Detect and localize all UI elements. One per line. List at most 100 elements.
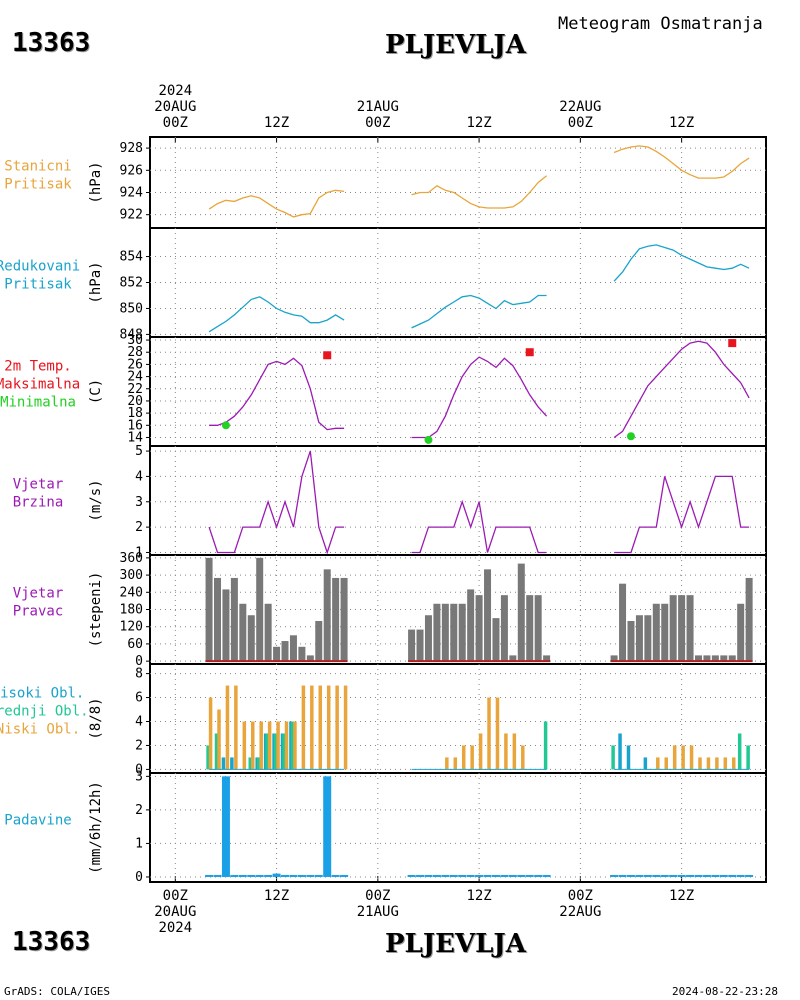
precip-bar <box>264 874 273 877</box>
direction-bar <box>289 635 297 662</box>
cloud-bar <box>746 745 750 770</box>
precip-bar <box>416 874 425 877</box>
precip-bar <box>660 874 669 877</box>
cloud-bar <box>445 757 449 770</box>
y-tick-label: 60 <box>127 637 143 652</box>
direction-bar <box>678 595 686 662</box>
panel-label: Vjetar <box>13 586 64 602</box>
time-tick-label: 12Z <box>466 888 491 904</box>
direction-bar <box>230 577 238 662</box>
precip-bar <box>508 874 517 877</box>
precip-bar <box>542 874 551 877</box>
y-tick-label: 4 <box>135 469 143 484</box>
direction-bar <box>703 655 711 662</box>
precip-bar <box>297 874 306 877</box>
series-line <box>411 499 547 554</box>
station-name-bottom: PLJEVLJA <box>385 929 526 959</box>
direction-bar <box>635 615 643 662</box>
direction-bar <box>728 655 736 662</box>
direction-bar <box>416 629 424 662</box>
y-tick-label: 0 <box>135 654 143 669</box>
cloud-bar <box>217 709 221 770</box>
max-temp-marker <box>323 351 332 360</box>
time-tick-label: 22AUG <box>559 99 601 115</box>
precip-bar <box>618 874 627 877</box>
y-tick-label: 300 <box>120 568 143 583</box>
precip-bar <box>475 874 484 877</box>
cloud-bar <box>276 721 280 770</box>
cloud-bar <box>230 757 234 770</box>
series-line <box>411 356 548 439</box>
time-tick-label: 12Z <box>466 115 491 131</box>
cloud-bar <box>282 733 286 770</box>
precip-bar <box>441 874 450 877</box>
precip-bar <box>306 874 315 877</box>
cloud-bar <box>301 685 306 770</box>
cloud-bar <box>251 721 255 770</box>
cloud-bar <box>698 757 702 770</box>
time-tick-label: 00Z <box>365 888 390 904</box>
panel-label: Visoki Obl. <box>0 686 84 702</box>
min-temp-marker <box>424 435 433 444</box>
y-tick-label: 2 <box>135 520 143 535</box>
precip-bar <box>323 776 332 877</box>
cloud-bar <box>290 721 295 770</box>
direction-bar <box>264 603 272 662</box>
panel-label: Maksimalna <box>0 377 80 393</box>
direction-bar <box>306 655 314 662</box>
direction-bar <box>441 603 449 662</box>
y-tick-label: 0 <box>135 870 143 885</box>
cloud-bar <box>273 733 278 770</box>
cloud-bar <box>225 685 230 770</box>
timestamp-text: 2024-08-22-23:28 <box>672 985 778 998</box>
y-tick-label: 26 <box>127 357 143 372</box>
precip-bar <box>534 874 543 877</box>
station-id-bottom: 13363 <box>12 927 91 957</box>
direction-bar <box>247 615 255 662</box>
y-tick-label: 854 <box>120 250 144 265</box>
precip-bar <box>677 874 686 877</box>
y-tick-label: 3 <box>135 769 143 784</box>
precip-bar <box>449 874 458 877</box>
precip-bar <box>247 874 256 877</box>
panel-label: Srednji Obl. <box>0 704 89 720</box>
precip-bar <box>610 874 619 877</box>
cloud-bar <box>343 685 348 770</box>
cloud-bar <box>487 697 491 770</box>
y-tick-label: 852 <box>120 276 143 291</box>
time-tick-label: 00Z <box>365 115 390 131</box>
y-tick-label: 3 <box>135 495 143 510</box>
precip-bar <box>340 874 349 877</box>
cloud-bar <box>495 697 500 770</box>
time-tick-label: 00Z <box>568 888 593 904</box>
direction-bar <box>484 569 492 662</box>
precip-bar <box>466 874 475 877</box>
y-tick-label: 8 <box>135 667 143 682</box>
y-axis-label: (C) <box>88 379 104 404</box>
direction-bar <box>661 603 669 662</box>
direction-bar <box>644 615 652 662</box>
panel-label: Vjetar <box>13 477 64 493</box>
y-axis-label: (stepeni) <box>88 572 104 648</box>
y-axis-label: (m/s) <box>88 479 104 521</box>
y-tick-label: 30 <box>127 333 143 348</box>
cloud-bar <box>265 733 269 770</box>
credit-text: GrADS: COLA/IGES <box>4 985 110 998</box>
direction-bar <box>323 569 331 662</box>
cloud-bar <box>267 721 272 770</box>
y-tick-label: 2 <box>135 738 143 753</box>
panel-label: Pritisak <box>4 177 72 193</box>
direction-bar <box>475 595 483 662</box>
series-line <box>613 145 750 179</box>
panel-label: 2m Temp. <box>4 359 71 375</box>
time-tick-label: 2024 <box>158 83 192 99</box>
direction-bar <box>737 603 745 662</box>
series-line <box>411 175 548 209</box>
series-line <box>208 296 345 333</box>
precip-bar <box>635 874 644 877</box>
time-tick-label: 12Z <box>264 888 289 904</box>
direction-bar <box>458 603 466 662</box>
precip-bar <box>221 776 230 877</box>
precip-bar <box>643 874 652 877</box>
y-tick-label: 928 <box>120 141 143 156</box>
